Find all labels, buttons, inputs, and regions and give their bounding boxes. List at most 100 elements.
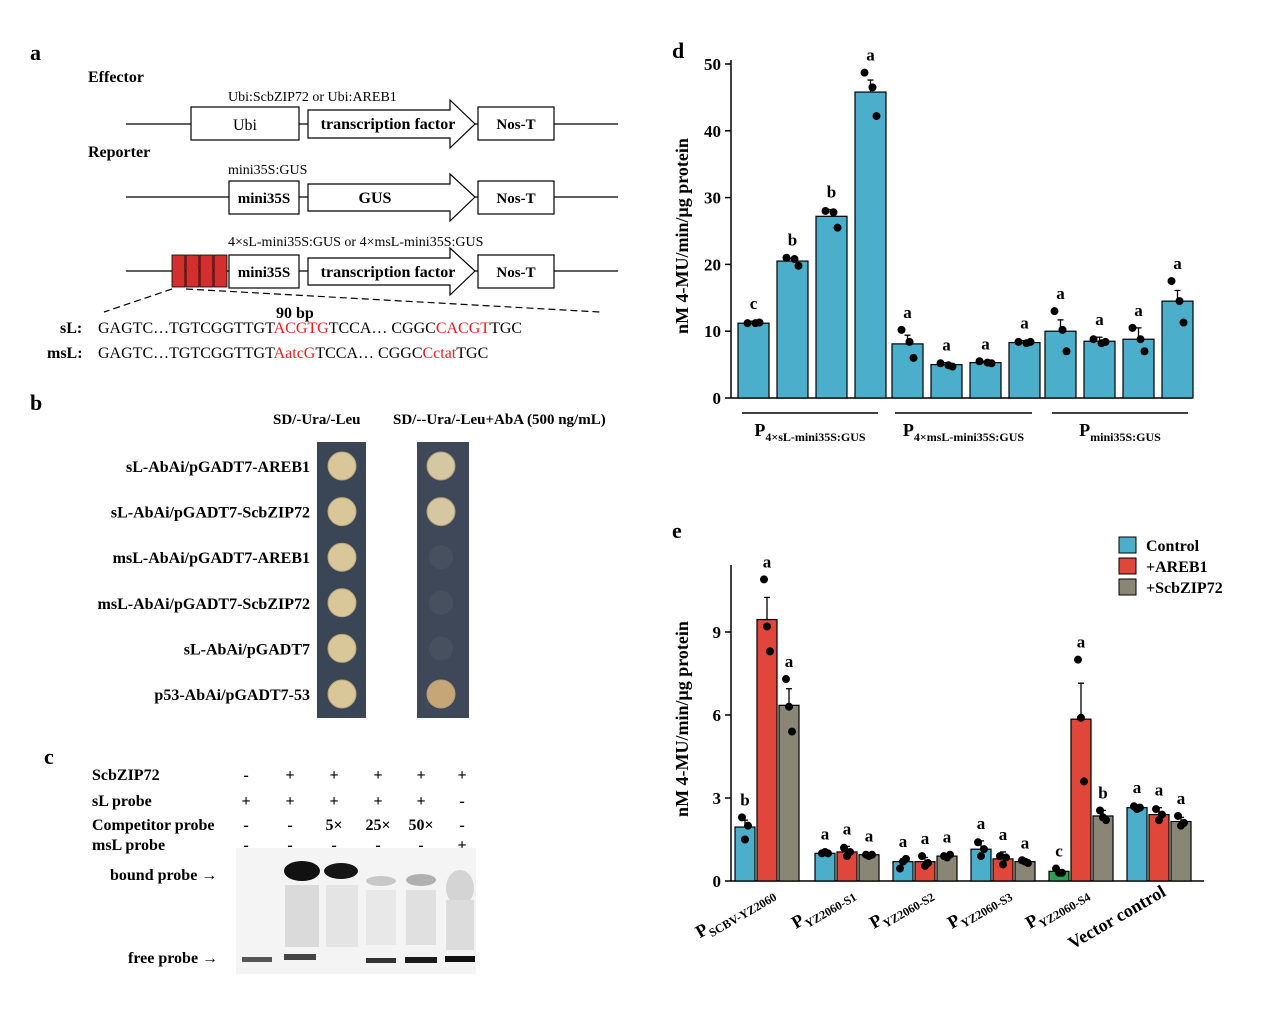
data-point (1089, 335, 1098, 344)
category-label: PYZ2060-S2 (866, 881, 937, 936)
significance-letter: b (740, 790, 749, 809)
data-point (824, 849, 832, 858)
gus-text: GUS (359, 190, 392, 207)
bar (815, 215, 848, 399)
emsa-row-label: sL probe (92, 793, 152, 810)
emsa-lane-value: + (457, 767, 466, 784)
panel-d-letter: d (672, 38, 684, 63)
mini35s-text-2: mini35S (238, 265, 291, 281)
gus-arrow (307, 172, 476, 223)
panel-b-col1: SD/-Ura/-Leu (273, 412, 361, 428)
data-point (1026, 337, 1035, 346)
significance-letter: a (1133, 778, 1142, 797)
significance-letter: a (1173, 254, 1182, 273)
category-label: PYZ2060-S1 (788, 881, 859, 936)
panel-b-letter: b (30, 390, 42, 415)
reporter-label: Reporter (88, 144, 150, 161)
effector-construct: Ubi:ScbZIP72 or Ubi:AREB1 (228, 90, 397, 105)
panel-c-letter: c (44, 744, 54, 769)
bar-areb1 (1148, 813, 1170, 882)
yeast-no-growth-plate2 (429, 545, 453, 570)
yeast-no-growth-plate2 (429, 590, 453, 615)
emsa-lane-value: - (287, 817, 292, 834)
emsa-lane-value: + (329, 767, 338, 784)
significance-letter: a (785, 652, 794, 671)
data-point (974, 838, 982, 847)
bar (891, 343, 924, 399)
data-point (1174, 811, 1182, 820)
bar-areb1 (756, 618, 778, 882)
y-tick-label: 9 (713, 623, 722, 642)
data-point (999, 860, 1007, 869)
data-point (766, 647, 774, 656)
data-point (755, 318, 764, 327)
yeast-colony-plate1 (327, 633, 357, 663)
y-tick-label: 50 (704, 55, 721, 74)
data-point (744, 821, 752, 830)
data-point (860, 68, 869, 77)
data-point (760, 575, 768, 584)
significance-letter: a (1020, 314, 1029, 333)
yeast-colony-plate1 (327, 451, 357, 481)
significance-letter: a (977, 814, 986, 833)
data-point (1050, 307, 1059, 316)
emsa-lane-value: 5× (325, 817, 342, 834)
emsa-row-label: Competitor probe (92, 817, 215, 834)
data-point (846, 847, 854, 856)
significance-letter: a (942, 336, 951, 355)
sL-repeat-boxes (171, 254, 228, 288)
emsa-lane-value: - (243, 837, 248, 854)
data-point (868, 83, 877, 92)
effector-label: Effector (88, 69, 144, 86)
data-point (788, 727, 796, 736)
plate-2 (417, 442, 469, 718)
significance-letter: a (921, 829, 930, 848)
msL-sequence: GAGTC…TGTCGGTTGTAatcGTCCA… CGGCCctatTGC (98, 345, 488, 362)
panel-d-ylabel: nM 4-MU/min/μg protein (672, 138, 692, 334)
data-point (743, 319, 752, 328)
significance-letter: b (1098, 783, 1107, 802)
tf-arrow-1 (307, 98, 476, 150)
data-point (1175, 297, 1184, 306)
data-point (1128, 323, 1137, 332)
reporter-construct: mini35S:GUS (228, 163, 307, 178)
data-point (1024, 859, 1032, 868)
significance-letter: a (1077, 633, 1086, 652)
yeast-row-label: sL-AbAi/pGADT7-ScbZIP72 (111, 505, 310, 522)
legend-label: +ScbZIP72 (1146, 580, 1223, 597)
significance-letter: a (981, 334, 990, 353)
data-point (977, 852, 985, 861)
yeast-colony-plate1 (327, 497, 357, 527)
data-point (872, 112, 881, 121)
legend-label: Control (1146, 538, 1200, 555)
yeast-colony-plate1 (327, 679, 357, 709)
emsa-lane-value: - (331, 837, 336, 854)
significance-letter: c (750, 294, 758, 313)
free-probe-label: free probe → (128, 950, 218, 967)
y-tick-label: 0 (713, 389, 722, 408)
nos-text-2: Nos-T (496, 191, 535, 207)
data-point (948, 362, 957, 371)
significance-letter: a (1021, 833, 1030, 852)
significance-letter: b (788, 231, 797, 250)
bar (776, 260, 809, 399)
legend-swatch (1118, 536, 1137, 554)
panel-e-ylabel: nM 4-MU/min/μg protein (672, 621, 692, 817)
sL-label: sL: (60, 320, 82, 337)
data-point (1136, 803, 1144, 812)
tf-text-2: transcription factor (321, 264, 456, 281)
data-point (738, 813, 746, 822)
bar (1161, 300, 1194, 399)
sL-sequence: GAGTC…TGTCGGTTGTACGTGTCCA… CGGCCACGTTGC (98, 320, 522, 337)
yeast-colony-plate2 (426, 451, 456, 481)
significance-letter: a (943, 828, 952, 847)
data-point (782, 253, 791, 262)
data-point (1074, 655, 1082, 664)
significance-letter: c (1055, 842, 1063, 861)
significance-letter: a (866, 46, 875, 65)
plate-1 (317, 442, 366, 718)
bar-control (814, 852, 836, 882)
data-point (763, 622, 771, 631)
